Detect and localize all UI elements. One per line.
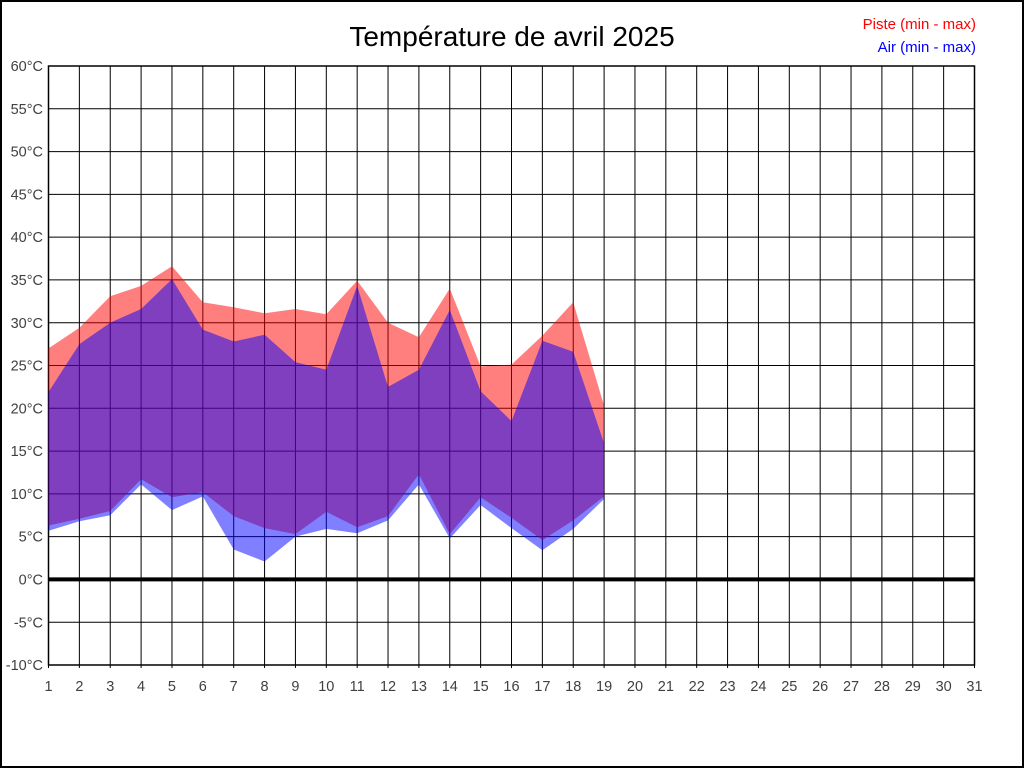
y-axis-tick-label: 15°C	[11, 444, 43, 460]
air-minmax-band	[48, 279, 605, 562]
y-axis-tick-label: 55°C	[11, 102, 43, 118]
x-axis-tick-label: 27	[843, 679, 859, 695]
y-axis-tick-label: 40°C	[11, 230, 43, 246]
y-axis-tick-label: 45°C	[11, 187, 43, 203]
y-axis-tick-label: 20°C	[11, 401, 43, 417]
x-axis-tick-label: 10	[318, 679, 334, 695]
legend-air-label: Air (min - max)	[878, 39, 976, 56]
series-layer	[48, 266, 605, 562]
y-axis-tick-label: 5°C	[19, 530, 43, 546]
y-axis-tick-label: 60°C	[11, 59, 43, 75]
x-axis-tick-label: 15	[473, 679, 489, 695]
x-axis-tick-label: 26	[812, 679, 828, 695]
x-axis-tick-label: 30	[936, 679, 952, 695]
x-axis-tick-label: 12	[380, 679, 396, 695]
legend-piste-label: Piste (min - max)	[863, 16, 976, 33]
x-axis-tick-label: 8	[261, 679, 269, 695]
x-axis-tick-label: 3	[106, 679, 114, 695]
axis-labels: 60°C55°C50°C45°C40°C35°C30°C25°C20°C15°C…	[6, 59, 983, 695]
x-axis-tick-label: 5	[168, 679, 176, 695]
x-axis-tick-label: 25	[781, 679, 797, 695]
x-axis-tick-label: 7	[230, 679, 238, 695]
x-axis-tick-label: 31	[966, 679, 982, 695]
y-axis-tick-label: 35°C	[11, 273, 43, 289]
x-axis-tick-label: 16	[503, 679, 519, 695]
y-axis-tick-label: 30°C	[11, 316, 43, 332]
y-axis-tick-label: -10°C	[6, 658, 43, 674]
x-axis-tick-label: 17	[534, 679, 550, 695]
y-axis-tick-label: 50°C	[11, 145, 43, 161]
x-axis-tick-label: 11	[350, 679, 365, 695]
x-axis-tick-label: 23	[719, 679, 735, 695]
x-axis-tick-label: 9	[291, 679, 299, 695]
x-axis-tick-label: 22	[689, 679, 705, 695]
chart-title: Température de avril 2025	[349, 21, 674, 52]
y-axis-tick-label: 10°C	[11, 487, 43, 503]
x-axis-tick-label: 13	[411, 679, 427, 695]
x-axis-tick-label: 6	[199, 679, 207, 695]
x-axis-tick-label: 2	[75, 679, 83, 695]
x-axis-tick-label: 28	[874, 679, 890, 695]
y-axis-tick-label: 0°C	[19, 573, 43, 589]
x-axis-tick-label: 20	[627, 679, 643, 695]
y-axis-tick-label: -5°C	[14, 615, 43, 631]
x-axis-tick-label: 24	[750, 679, 766, 695]
x-axis-tick-label: 21	[658, 679, 674, 695]
x-axis-tick-label: 1	[44, 679, 52, 695]
x-axis-tick-label: 19	[596, 679, 612, 695]
x-axis-tick-label: 4	[137, 679, 145, 695]
y-axis-tick-label: 25°C	[11, 359, 43, 375]
x-axis-tick-label: 29	[905, 679, 921, 695]
x-axis-tick-label: 14	[442, 679, 458, 695]
x-axis-tick-label: 18	[565, 679, 581, 695]
